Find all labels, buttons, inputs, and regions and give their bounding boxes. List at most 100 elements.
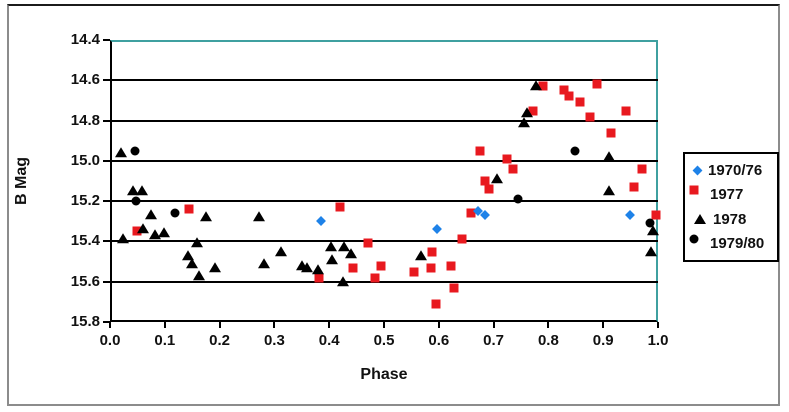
x-tick-mark [602, 322, 605, 328]
data-point-1977 [314, 273, 324, 283]
y-tick-label: 15.2 [70, 192, 100, 210]
data-point-1978 [127, 185, 140, 196]
data-point-1977 [475, 146, 485, 156]
data-point-1978 [200, 211, 213, 222]
y-gridline [110, 240, 658, 243]
y-tick-mark [103, 119, 110, 122]
data-point-1978 [345, 247, 358, 258]
data-point-1978 [190, 237, 203, 248]
data-point-1977 [538, 81, 548, 91]
y-tick-label: 14.6 [70, 71, 100, 89]
x-tick-label: 0.9 [592, 332, 614, 349]
data-point-1977 [637, 164, 647, 174]
legend-item-1979-80: 1979/80 [689, 233, 775, 255]
legend-label: 1978 [713, 210, 747, 228]
data-point-1977 [409, 267, 419, 277]
x-axis-title: Phase [360, 366, 408, 383]
data-point-1979-80 [513, 194, 523, 204]
data-point-1978 [158, 227, 171, 238]
data-point-1979-80 [131, 196, 141, 206]
data-point-1977 [508, 164, 518, 174]
data-point-1978 [117, 233, 130, 244]
data-point-1978 [181, 249, 194, 260]
legend-item-1978: 1978 [694, 208, 775, 230]
y-tick-mark [103, 321, 110, 323]
y-tick-mark [103, 200, 110, 203]
data-point-1978 [529, 80, 542, 91]
data-point-1978 [185, 257, 198, 268]
data-point-1979-80 [130, 146, 140, 156]
data-point-1977 [376, 261, 386, 271]
y-gridline [110, 119, 658, 122]
legend-label: 1979/80 [710, 235, 765, 253]
y-tick-mark [103, 39, 110, 41]
x-tick-mark [492, 322, 495, 328]
data-point-1978 [148, 229, 161, 240]
y-gridline [110, 159, 658, 162]
x-tick-mark [657, 322, 659, 328]
x-tick-label: 1.0 [647, 332, 669, 349]
triangle-marker-icon [694, 214, 706, 225]
y-tick-label: 15.0 [70, 151, 100, 169]
x-tick-mark [273, 322, 276, 328]
legend-item-1970-76: 1970/76 [692, 159, 775, 181]
x-tick-label: 0.8 [537, 332, 559, 349]
data-point-1977 [449, 283, 459, 293]
data-point-1977 [651, 210, 661, 220]
x-tick-label: 0.0 [99, 332, 121, 349]
data-point-1978 [647, 225, 660, 236]
data-point-1978 [208, 261, 221, 272]
data-point-1979-80 [570, 146, 580, 156]
y-gridline [110, 280, 658, 283]
y-tick-label: 14.4 [70, 31, 100, 48]
data-point-1978 [136, 223, 149, 234]
y-tick-mark [103, 159, 110, 162]
x-tick-mark [109, 322, 111, 328]
data-point-1978 [274, 245, 287, 256]
y-tick-label: 14.8 [70, 111, 100, 129]
data-point-1978 [490, 173, 503, 184]
data-point-1978 [145, 209, 158, 220]
data-point-1978 [257, 257, 270, 268]
data-point-1978 [336, 275, 349, 286]
data-point-1977 [457, 234, 467, 244]
data-point-1977 [621, 106, 631, 115]
x-tick-label: 0.2 [209, 332, 231, 349]
legend: 1970/76 1977 1978 1979/80 [683, 152, 779, 262]
data-point-1977 [335, 202, 345, 212]
data-point-1977 [427, 247, 437, 256]
data-point-1978 [114, 146, 127, 157]
data-point-1978 [252, 211, 265, 222]
data-point-1978 [192, 269, 205, 280]
data-point-1977 [606, 128, 616, 138]
y-gridline [110, 200, 658, 203]
x-tick-mark [163, 322, 166, 328]
x-tick-mark [218, 322, 221, 328]
data-point-1977 [629, 182, 639, 192]
y-tick-mark [103, 240, 110, 243]
data-point-1977 [592, 79, 602, 89]
x-tick-label: 0.1 [154, 332, 176, 349]
data-point-1978 [517, 116, 530, 127]
y-tick-label: 15.4 [70, 232, 100, 250]
data-point-1979-80 [645, 218, 655, 228]
data-point-1978 [324, 241, 337, 252]
data-point-1977 [348, 263, 358, 273]
data-point-1977 [559, 85, 569, 95]
y-axis-title: B Mag [13, 157, 30, 205]
data-point-1977 [446, 261, 456, 271]
data-point-1977 [502, 154, 512, 164]
y-tick-label: 15.6 [70, 272, 100, 290]
data-point-1977 [484, 184, 494, 194]
data-point-1978 [337, 241, 350, 252]
x-tick-label: 0.6 [428, 332, 450, 349]
data-point-1977 [585, 112, 594, 122]
data-point-1977 [132, 226, 142, 236]
y-tick-mark [103, 280, 110, 283]
x-tick-mark [437, 322, 440, 328]
data-point-1977 [480, 176, 490, 186]
data-point-1978 [603, 151, 616, 162]
x-tick-mark [328, 322, 331, 328]
diamond-marker-icon [692, 165, 703, 176]
